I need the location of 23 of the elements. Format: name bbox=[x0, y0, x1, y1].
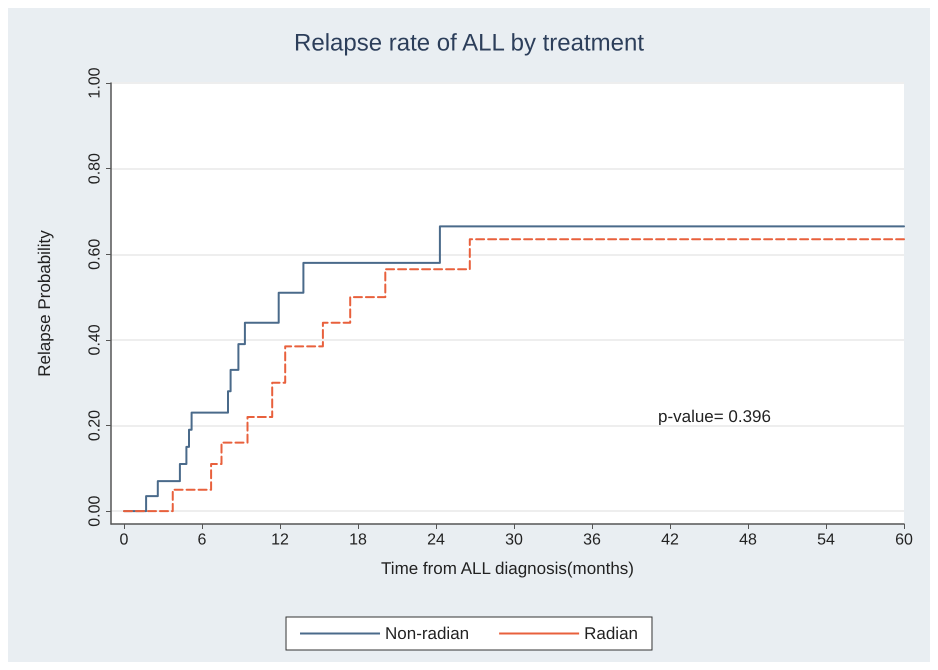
x-tick-label: 24 bbox=[427, 532, 445, 548]
y-tick-label: 0.80 bbox=[86, 152, 104, 184]
x-tick-label: 0 bbox=[120, 532, 129, 548]
x-tick-label: 48 bbox=[739, 532, 757, 548]
annotation: p-value= 0.396 bbox=[658, 407, 771, 426]
x-tick-label: 54 bbox=[817, 532, 835, 548]
x-tick-label: 6 bbox=[198, 532, 207, 548]
chart-title: Relapse rate of ALL by treatment bbox=[294, 30, 644, 56]
x-tick-label: 18 bbox=[349, 532, 367, 548]
y-tick-label: 0.40 bbox=[86, 324, 104, 356]
x-tick-label: 60 bbox=[895, 532, 913, 548]
x-tick-label: 42 bbox=[661, 532, 679, 548]
x-tick-label: 36 bbox=[583, 532, 601, 548]
y-tick-label: 0.00 bbox=[86, 495, 104, 527]
legend-label: Non-radian bbox=[385, 624, 470, 643]
y-tick-label: 0.20 bbox=[86, 410, 104, 442]
y-tick-label: 1.00 bbox=[86, 67, 104, 99]
y-axis-title: Relapse Probability bbox=[35, 230, 54, 377]
x-tick-label: 30 bbox=[505, 532, 523, 548]
legend-label: Radian bbox=[584, 624, 638, 643]
y-tick-label: 0.60 bbox=[86, 238, 104, 270]
x-tick-label: 12 bbox=[271, 532, 289, 548]
x-axis-title: Time from ALL diagnosis(months) bbox=[381, 559, 634, 578]
